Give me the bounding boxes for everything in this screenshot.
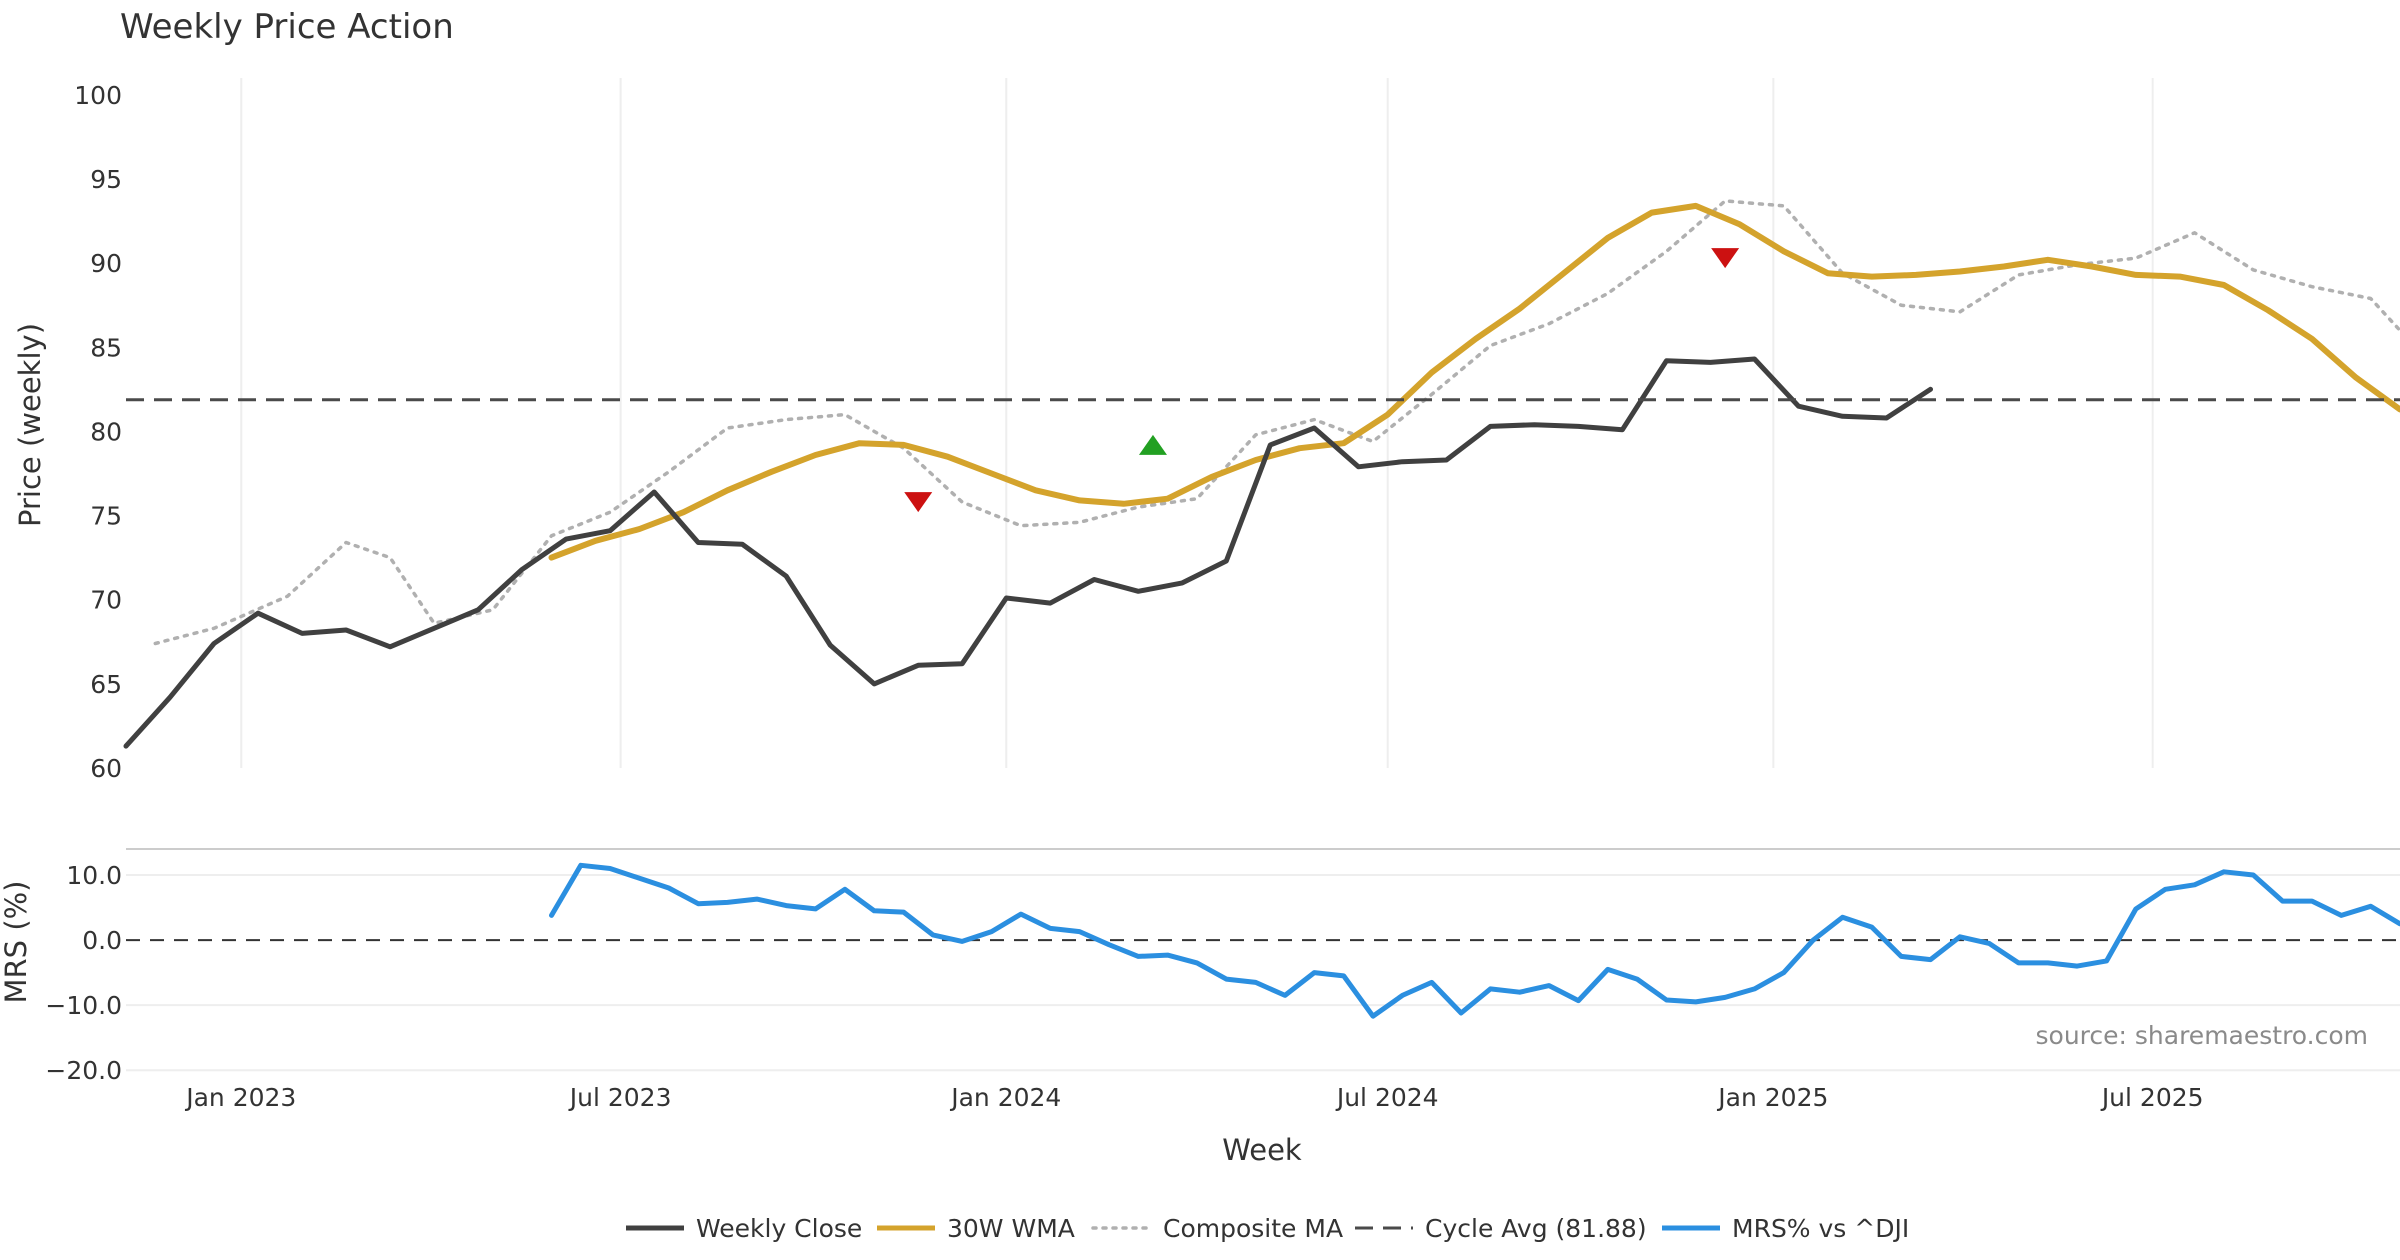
x-axis-label: Week [1222,1133,1302,1167]
x-axis-ticks: Jan 2023 Jul 2023 Jan 2024 Jul 2024 Jan 2025… [184,1083,2203,1112]
source-note: source: sharemaestro.com [2036,1021,2369,1050]
price-y-tick-label: 100 [74,81,122,110]
legend-label-cycle-avg-81-88: Cycle Avg (81.88) [1425,1214,1647,1243]
signal-up-marker [1138,434,1167,455]
mrs-panel: 10.0 0.0 −10.0 −20.0 MRS (%) source: sharem… [0,848,2400,1085]
price-series [123,199,2400,749]
legend-label-weekly-close: Weekly Close [696,1214,862,1243]
price-grid [240,78,2154,768]
price-y-tick-label: 65 [90,670,122,699]
mrs-y-ticks: 10.0 0.0 −10.0 −20.0 [45,861,122,1085]
x-tick-label-jul-2025: Jul 2025 [2100,1083,2204,1112]
mrs-y-axis-label: MRS (%) [0,881,33,1004]
price-y-tick-label: 85 [90,333,122,362]
legend-label-composite-ma: Composite MA [1163,1214,1343,1243]
mrs-y-tick-label: −20.0 [45,1056,122,1085]
legend-label-30w-wma: 30W WMA [947,1214,1075,1243]
mrs-y-tick-label: 0.0 [82,926,122,955]
x-tick-label-jan-2024: Jan 2024 [949,1083,1061,1112]
mrs-grid [126,874,2400,1072]
legend-label-mrs-vs-dji: MRS% vs ^DJI [1732,1214,1909,1243]
series-mrs-vs-dji [549,862,2400,1019]
price-y-tick-label: 70 [90,586,122,615]
legend: Weekly Close 30W WMA Composite MA Cycle Avg… [626,1214,1909,1243]
signal-down-marker [904,492,933,513]
series-weekly-close [123,356,1933,749]
price-y-tick-label: 90 [90,249,122,278]
price-y-tick-label: 80 [90,417,122,446]
price-signals [904,248,1740,513]
series-30w-wma [548,202,2400,561]
series-composite-ma [153,199,2400,646]
price-y-tick-label: 75 [90,502,122,531]
chart-title: Weekly Price Action [120,7,454,47]
x-tick-label-jan-2023: Jan 2023 [184,1083,296,1112]
price-y-tick-label: 60 [90,754,122,783]
mrs-series [549,862,2400,1019]
x-tick-label-jan-2025: Jan 2025 [1716,1083,1828,1112]
price-panel: 60 65 70 75 80 85 90 95 100 Price (weekly) [13,78,2400,783]
signal-down-marker [1711,248,1740,269]
price-y-axis-label: Price (weekly) [13,323,47,527]
price-y-ticks: 60 65 70 75 80 85 90 95 100 [74,81,122,783]
mrs-y-tick-label: −10.0 [45,991,122,1020]
x-tick-label-jul-2023: Jul 2023 [568,1083,672,1112]
x-tick-label-jul-2024: Jul 2024 [1335,1083,1439,1112]
price-y-tick-label: 95 [90,165,122,194]
mrs-y-tick-label: 10.0 [66,861,122,890]
